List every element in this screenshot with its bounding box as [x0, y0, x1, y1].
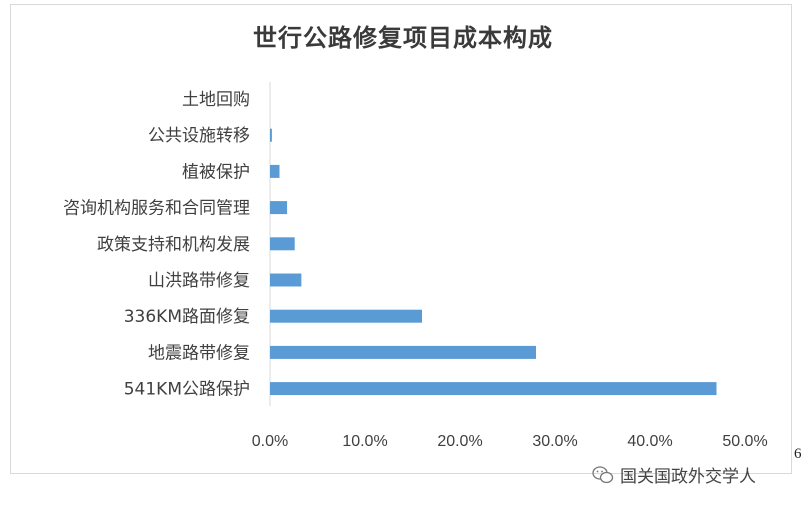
x-tick-label: 10.0%	[342, 433, 387, 450]
category-label: 植被保护	[182, 162, 250, 182]
bar	[270, 237, 295, 251]
bar	[270, 309, 422, 323]
x-tick-label: 0.0%	[252, 433, 288, 450]
bar	[270, 382, 717, 396]
category-label: 541KM公路保护	[124, 380, 250, 400]
x-tick-label: 30.0%	[532, 433, 577, 450]
category-label: 山洪路带修复	[148, 271, 250, 291]
x-tick-label: 20.0%	[437, 433, 482, 450]
category-label: 地震路带修复	[148, 343, 250, 363]
chart-title: 世行公路修复项目成本构成	[253, 23, 553, 52]
bar	[270, 128, 272, 142]
page-number: 6	[794, 446, 802, 462]
bar	[270, 273, 302, 287]
bar	[270, 201, 288, 215]
category-label: 咨询机构服务和合同管理	[63, 199, 250, 219]
bar	[270, 345, 536, 359]
x-tick-label: 50.0%	[722, 433, 767, 450]
category-label: 土地回购	[182, 90, 250, 110]
category-label: 公共设施转移	[148, 126, 250, 146]
wechat-icon	[592, 465, 614, 483]
x-tick-label: 40.0%	[627, 433, 672, 450]
chart-frame	[10, 4, 792, 474]
watermark-text: 国关国政外交学人	[620, 467, 756, 487]
category-label: 336KM路面修复	[124, 307, 250, 327]
bar	[270, 164, 280, 178]
watermark: 国关国政外交学人	[592, 462, 756, 487]
category-label: 政策支持和机构发展	[97, 235, 250, 255]
